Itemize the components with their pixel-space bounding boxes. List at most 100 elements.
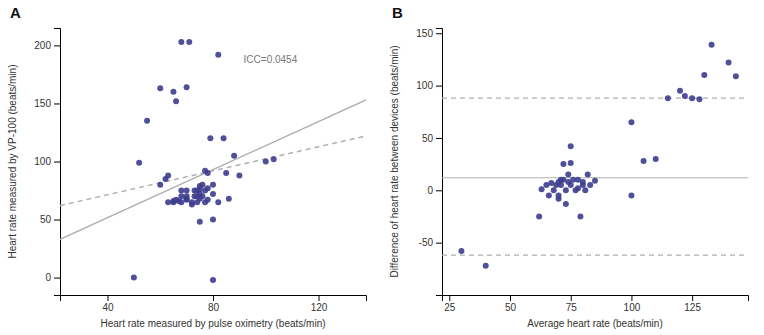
point [157,182,163,188]
point [186,39,192,45]
tick-label: 100 [416,80,433,91]
panel-label: B [392,4,403,21]
y-tick: 150 [416,28,442,39]
x-axis: 25 50 75 100 125 [443,295,749,313]
y-axis-title: Heart rate measured by VP-100 (beats/min… [7,65,18,259]
tick-label: 200 [34,40,51,51]
point [560,161,566,167]
point [546,193,552,199]
point [210,182,216,188]
figure: 4080120 0 50 100 150 200 Heart rate measured b… [0,0,764,335]
y-tick: 50 [422,133,442,144]
point [641,158,647,164]
tick-mark [54,278,60,279]
y-axis: -50 0 50 100 150 [416,28,442,296]
point [221,135,227,141]
y-axis-line [54,29,61,296]
x-axis-title: Heart rate measured by pulse oximetry (b… [100,318,325,329]
point [653,156,659,162]
point [236,172,242,178]
point [665,95,671,101]
point [271,156,277,162]
tick-mark [436,243,442,244]
point [131,275,137,281]
point [144,118,150,124]
point [165,199,171,205]
panel-label: A [10,4,21,21]
point [178,39,184,45]
x-axis: 4080120 [61,295,367,313]
y-tick: 100 [416,80,442,91]
x-axis-line [443,296,749,302]
tick-label: 100 [34,156,51,167]
point [231,153,237,159]
tick-label: 100 [624,302,641,313]
point [677,88,683,94]
y-tick: 0 [427,185,442,196]
x-tick: 40 [102,295,114,313]
point [226,196,232,202]
point [210,277,216,283]
tick-mark [107,295,108,301]
reference-line [442,255,748,256]
y-tick: -50 [419,237,442,248]
tick-label: 25 [444,302,456,313]
point [205,197,211,203]
tick-label: 75 [566,302,578,313]
point [565,172,571,178]
point [563,187,569,193]
point [173,98,179,104]
tick-mark [436,86,442,87]
tick-mark [571,295,572,301]
point [189,199,195,205]
tick-label: 0 [427,185,433,196]
tick-mark [510,295,511,301]
x-tick: 50 [505,295,517,313]
x-tick: 120 [311,295,328,313]
point [136,160,142,166]
point [628,119,634,125]
tick-mark [319,295,320,301]
tick-label: 150 [416,28,433,39]
tick-label: 120 [311,302,328,313]
point [263,159,269,165]
panel: 255075100125-50050100150Average heart ra… [389,4,749,329]
point [165,172,171,178]
point [207,135,213,141]
point [205,170,211,176]
panel: 4080120050100150200Heart rate measured b… [7,4,367,329]
tick-mark [54,220,60,221]
point [726,60,732,66]
point [585,172,591,178]
tick-label: 50 [505,302,517,313]
point [577,213,583,219]
point [556,193,562,199]
point [568,160,574,166]
point [551,187,557,193]
tick-mark [631,295,632,301]
tick-mark [54,103,60,104]
plot-area [442,42,748,269]
point [157,85,163,91]
point [696,96,702,102]
point [701,72,707,78]
point [215,199,221,205]
tick-mark [436,138,442,139]
point [568,143,574,149]
x-axis-line [61,296,367,302]
x-tick: 125 [684,295,701,313]
line [60,100,366,239]
point [199,182,205,188]
point [709,42,715,48]
y-tick: 100 [34,156,60,167]
point [205,185,211,191]
tick-mark [692,295,693,301]
point [197,219,203,225]
point [592,178,598,184]
x-tick: 100 [624,295,641,313]
point [682,93,688,99]
point [223,170,229,176]
point [215,52,221,58]
point [210,217,216,223]
point [539,186,545,192]
